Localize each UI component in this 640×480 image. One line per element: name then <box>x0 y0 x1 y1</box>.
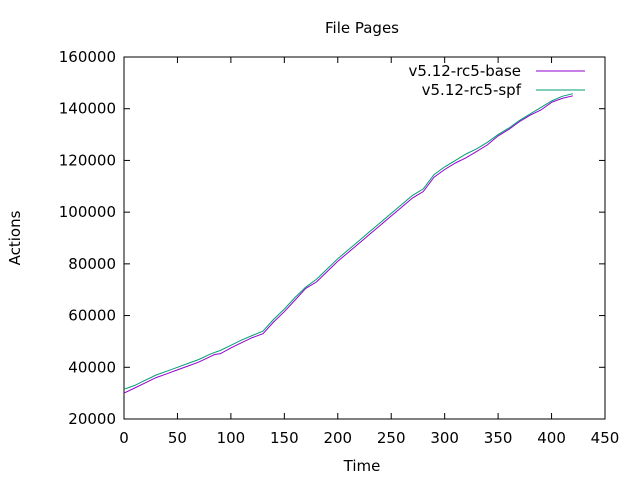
y-tick-label: 20000 <box>68 410 116 428</box>
y-tick-label: 160000 <box>59 48 116 66</box>
x-tick-label: 200 <box>323 429 352 447</box>
axis-ticks: 0 50 100 150 200 250 300 350 400 450 20000 40000 600… <box>59 48 620 447</box>
y-tick-label: 80000 <box>68 255 116 273</box>
x-tick-label: 0 <box>119 429 129 447</box>
x-axis-label: Time <box>343 457 381 475</box>
y-tick-label: 40000 <box>68 358 116 376</box>
y-tick-label: 120000 <box>59 151 116 169</box>
series-line-v5.12-rc5-base <box>123 95 574 394</box>
x-tick-label: 350 <box>484 429 513 447</box>
legend-label: v5.12-rc5-base <box>409 62 522 80</box>
x-tick-label: 150 <box>270 429 299 447</box>
series-line-v5.12-rc5-spf <box>123 93 574 390</box>
legend-label: v5.12-rc5-spf <box>422 81 522 99</box>
x-tick-label: 450 <box>591 429 620 447</box>
x-tick-label: 50 <box>168 429 187 447</box>
y-tick-label: 100000 <box>59 203 116 221</box>
chart-title: File Pages <box>325 19 399 37</box>
x-tick-label: 300 <box>430 429 459 447</box>
series-lines <box>123 93 574 394</box>
plot-frame <box>123 56 606 420</box>
x-tick-label: 400 <box>537 429 566 447</box>
x-tick-label: 250 <box>377 429 406 447</box>
y-tick-label: 60000 <box>68 307 116 325</box>
x-tick-label: 100 <box>217 429 246 447</box>
y-axis-label: Actions <box>6 210 24 265</box>
y-tick-label: 140000 <box>59 100 116 118</box>
